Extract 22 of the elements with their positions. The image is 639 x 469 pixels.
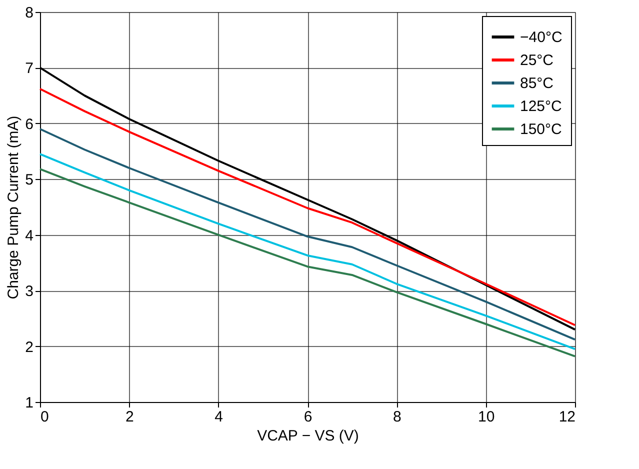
y-tick-label: 2	[25, 338, 34, 356]
legend-label: −40°C	[520, 29, 562, 46]
x-tick-label: 2	[125, 408, 134, 426]
y-tick-label: 4	[25, 227, 34, 244]
y-tick-label: 5	[25, 172, 34, 189]
legend-label: 25°C	[520, 52, 554, 69]
y-tick-label: 3	[25, 283, 34, 300]
y-axis-title: Charge Pump Current (mA)	[5, 116, 22, 300]
x-tick-label: 4	[214, 408, 224, 426]
x-tick-label: 12	[558, 408, 576, 426]
x-tick-label: 0	[40, 408, 49, 426]
x-tick-label: 8	[392, 408, 402, 426]
x-tick-label: 10	[478, 408, 495, 426]
x-axis-title: VCAP − VS (V)	[257, 428, 359, 444]
legend-label: 125°C	[520, 98, 562, 115]
y-tick-label: 1	[25, 394, 34, 412]
x-tick-label: 6	[304, 408, 312, 426]
legend-label: 85°C	[520, 75, 554, 92]
y-tick-label: 7	[25, 60, 34, 78]
legend-label: 150°C	[520, 121, 562, 138]
y-tick-label: 8	[25, 4, 34, 22]
y-tick-label: 6	[25, 116, 34, 133]
